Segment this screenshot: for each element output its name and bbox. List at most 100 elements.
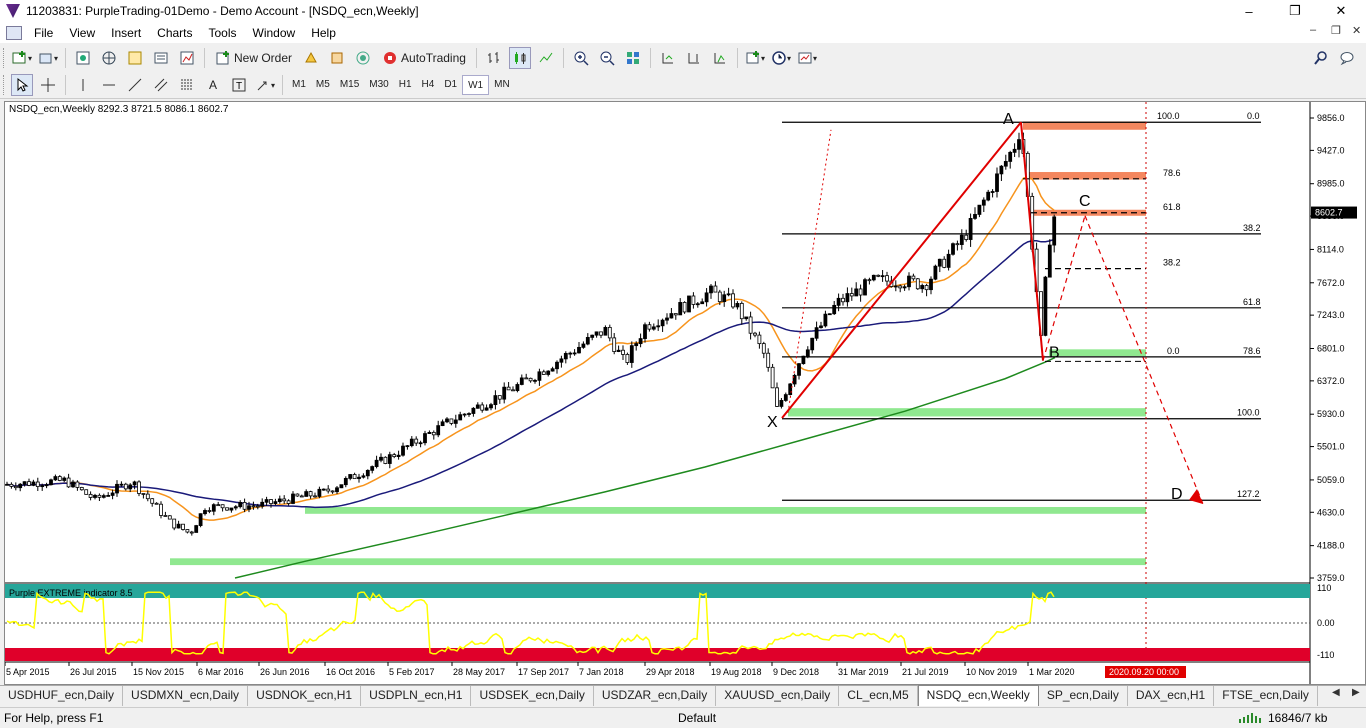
chart-tab[interactable]: NSDQ_ecn,Weekly (917, 685, 1039, 706)
autotrading-button[interactable]: AutoTrading (378, 47, 470, 69)
chart-tab[interactable]: SP_ecn,Daily (1039, 686, 1128, 706)
chart-tab[interactable]: CL_ecn,M5 (839, 686, 918, 706)
timeframe-m1[interactable]: M1 (292, 79, 306, 90)
mdi-restore-button[interactable]: ❐ (1331, 25, 1341, 37)
candle-body (783, 394, 788, 401)
candle-body (1017, 139, 1021, 150)
menu-help[interactable]: Help (311, 25, 336, 40)
crosshair-icon[interactable] (37, 74, 59, 96)
menu-view[interactable]: View (69, 25, 96, 40)
menu-charts[interactable]: Charts (157, 25, 193, 40)
menu-tools[interactable]: Tools (208, 25, 237, 40)
strategy-tester-icon[interactable] (176, 47, 198, 69)
line-chart-icon[interactable] (535, 47, 557, 69)
timeframe-h1[interactable]: H1 (398, 79, 412, 90)
chat-icon[interactable] (1336, 47, 1358, 69)
menu-insert[interactable]: Insert (111, 25, 142, 40)
timeframe-mn[interactable]: MN (494, 79, 510, 90)
mdi-close-button[interactable]: ✕ (1352, 25, 1362, 37)
price-tick-label: 9856.0 (1317, 113, 1345, 123)
chart-tab[interactable]: USDMXN_ecn,Daily (123, 686, 249, 706)
candle-body (541, 371, 546, 375)
templates-button[interactable]: ▾ (796, 47, 818, 69)
text-label-icon[interactable]: T (228, 74, 250, 96)
candle-body (475, 404, 480, 409)
cursor-icon[interactable] (11, 74, 33, 96)
timeframe-m5[interactable]: M5 (315, 79, 330, 90)
new-order-button[interactable]: New Order (211, 47, 296, 69)
meta-editor-icon[interactable] (326, 47, 348, 69)
candle-body (233, 506, 238, 509)
resistance-zone (1023, 121, 1146, 130)
chart-tab[interactable]: DAX_ecn,H1 (1128, 686, 1215, 706)
candle-body (924, 285, 929, 291)
pattern-leg-bc (1042, 215, 1086, 361)
candle-body (819, 325, 823, 329)
chart-tab[interactable]: USDHUF_ecn,Daily (0, 686, 124, 706)
close-button[interactable]: ✕ (1335, 3, 1347, 18)
fibonacci-label: 78.6 (1163, 168, 1181, 178)
candle-body (911, 275, 916, 280)
menu-window[interactable]: Window (252, 25, 296, 40)
candle-body (49, 479, 53, 486)
candle-body (757, 334, 762, 345)
tab-scroll-left-icon[interactable]: ◀ (1332, 687, 1340, 698)
chart-tab[interactable]: FTSE_ecn,Daily (1214, 686, 1318, 706)
candle-body (387, 454, 392, 464)
candle-body (849, 293, 854, 297)
candle-body (669, 313, 674, 319)
vertical-line-icon[interactable] (72, 74, 94, 96)
zoom-out-icon[interactable] (596, 47, 618, 69)
periods-button[interactable]: ▾ (770, 47, 792, 69)
minimize-button[interactable]: – (1245, 3, 1253, 19)
menu-file[interactable]: File (34, 25, 54, 40)
candle-body (330, 490, 335, 493)
chart-tab[interactable]: XAUUSD_ecn,Daily (716, 686, 840, 706)
trendline-icon[interactable] (124, 74, 146, 96)
pattern-point-label: D (1171, 486, 1183, 503)
timeframe-m15[interactable]: M15 (339, 79, 360, 90)
terminal-icon[interactable] (150, 47, 172, 69)
indicators-button[interactable]: ▾ (744, 47, 766, 69)
new-chart-button[interactable]: ▾ (11, 47, 33, 69)
indicator-level-label: 110 (1317, 583, 1331, 593)
chart-window[interactable]: 100.0 0.0 78.6 61.8 38.2 38.2 61.8 0.0 78.6 100.0… (4, 101, 1366, 685)
chart-tab[interactable]: USDZAR_ecn,Daily (594, 686, 717, 706)
auto-scroll-icon[interactable] (657, 47, 679, 69)
chart-tab[interactable]: USDSEK_ecn,Daily (471, 686, 594, 706)
candle-body (40, 485, 45, 488)
candle-body (238, 502, 243, 508)
market-watch-icon[interactable] (72, 47, 94, 69)
chart-tab[interactable]: USDPLN_ecn,H1 (361, 686, 472, 706)
period-separator-icon[interactable] (709, 47, 731, 69)
search-icon[interactable] (1310, 47, 1332, 69)
candlestick-icon[interactable] (508, 47, 531, 69)
fibonacci-label: 61.8 (1163, 202, 1181, 212)
candle-body (229, 507, 234, 511)
bar-chart-icon[interactable] (483, 47, 505, 69)
timeframe-h4[interactable]: H4 (421, 79, 435, 90)
candle-body (643, 324, 647, 339)
channel-icon[interactable] (150, 74, 172, 96)
timeframe-d1[interactable]: D1 (444, 79, 458, 90)
text-icon[interactable]: A (208, 78, 217, 92)
timeframe-m30[interactable]: M30 (369, 79, 389, 90)
zoom-in-icon[interactable] (570, 47, 592, 69)
arrows-button[interactable]: ▾ (254, 74, 276, 96)
fibonacci-icon[interactable] (176, 74, 198, 96)
chart-tab[interactable]: USDNOK_ecn,H1 (248, 686, 362, 706)
tab-scroll-right-icon[interactable]: ▶ (1352, 687, 1360, 698)
maximize-button[interactable]: ❐ (1289, 3, 1301, 18)
chart-shift-icon[interactable] (683, 47, 705, 69)
navigator-icon[interactable] (124, 47, 146, 69)
experts-icon[interactable] (300, 47, 322, 69)
timeframe-w1[interactable]: W1 (462, 75, 490, 95)
profiles-button[interactable]: ▾ (37, 47, 59, 69)
tile-windows-icon[interactable] (622, 47, 644, 69)
mdi-minimize-button[interactable]: – (1310, 24, 1317, 36)
data-window-icon[interactable] (98, 47, 120, 69)
window-title: 11203831: PurpleTrading-01Demo - Demo Ac… (26, 4, 419, 18)
horizontal-line-icon[interactable] (98, 74, 120, 96)
signals-icon[interactable] (352, 47, 374, 69)
price-chart[interactable]: 100.0 0.0 78.6 61.8 38.2 38.2 61.8 0.0 78.6 100.0… (4, 102, 1365, 684)
